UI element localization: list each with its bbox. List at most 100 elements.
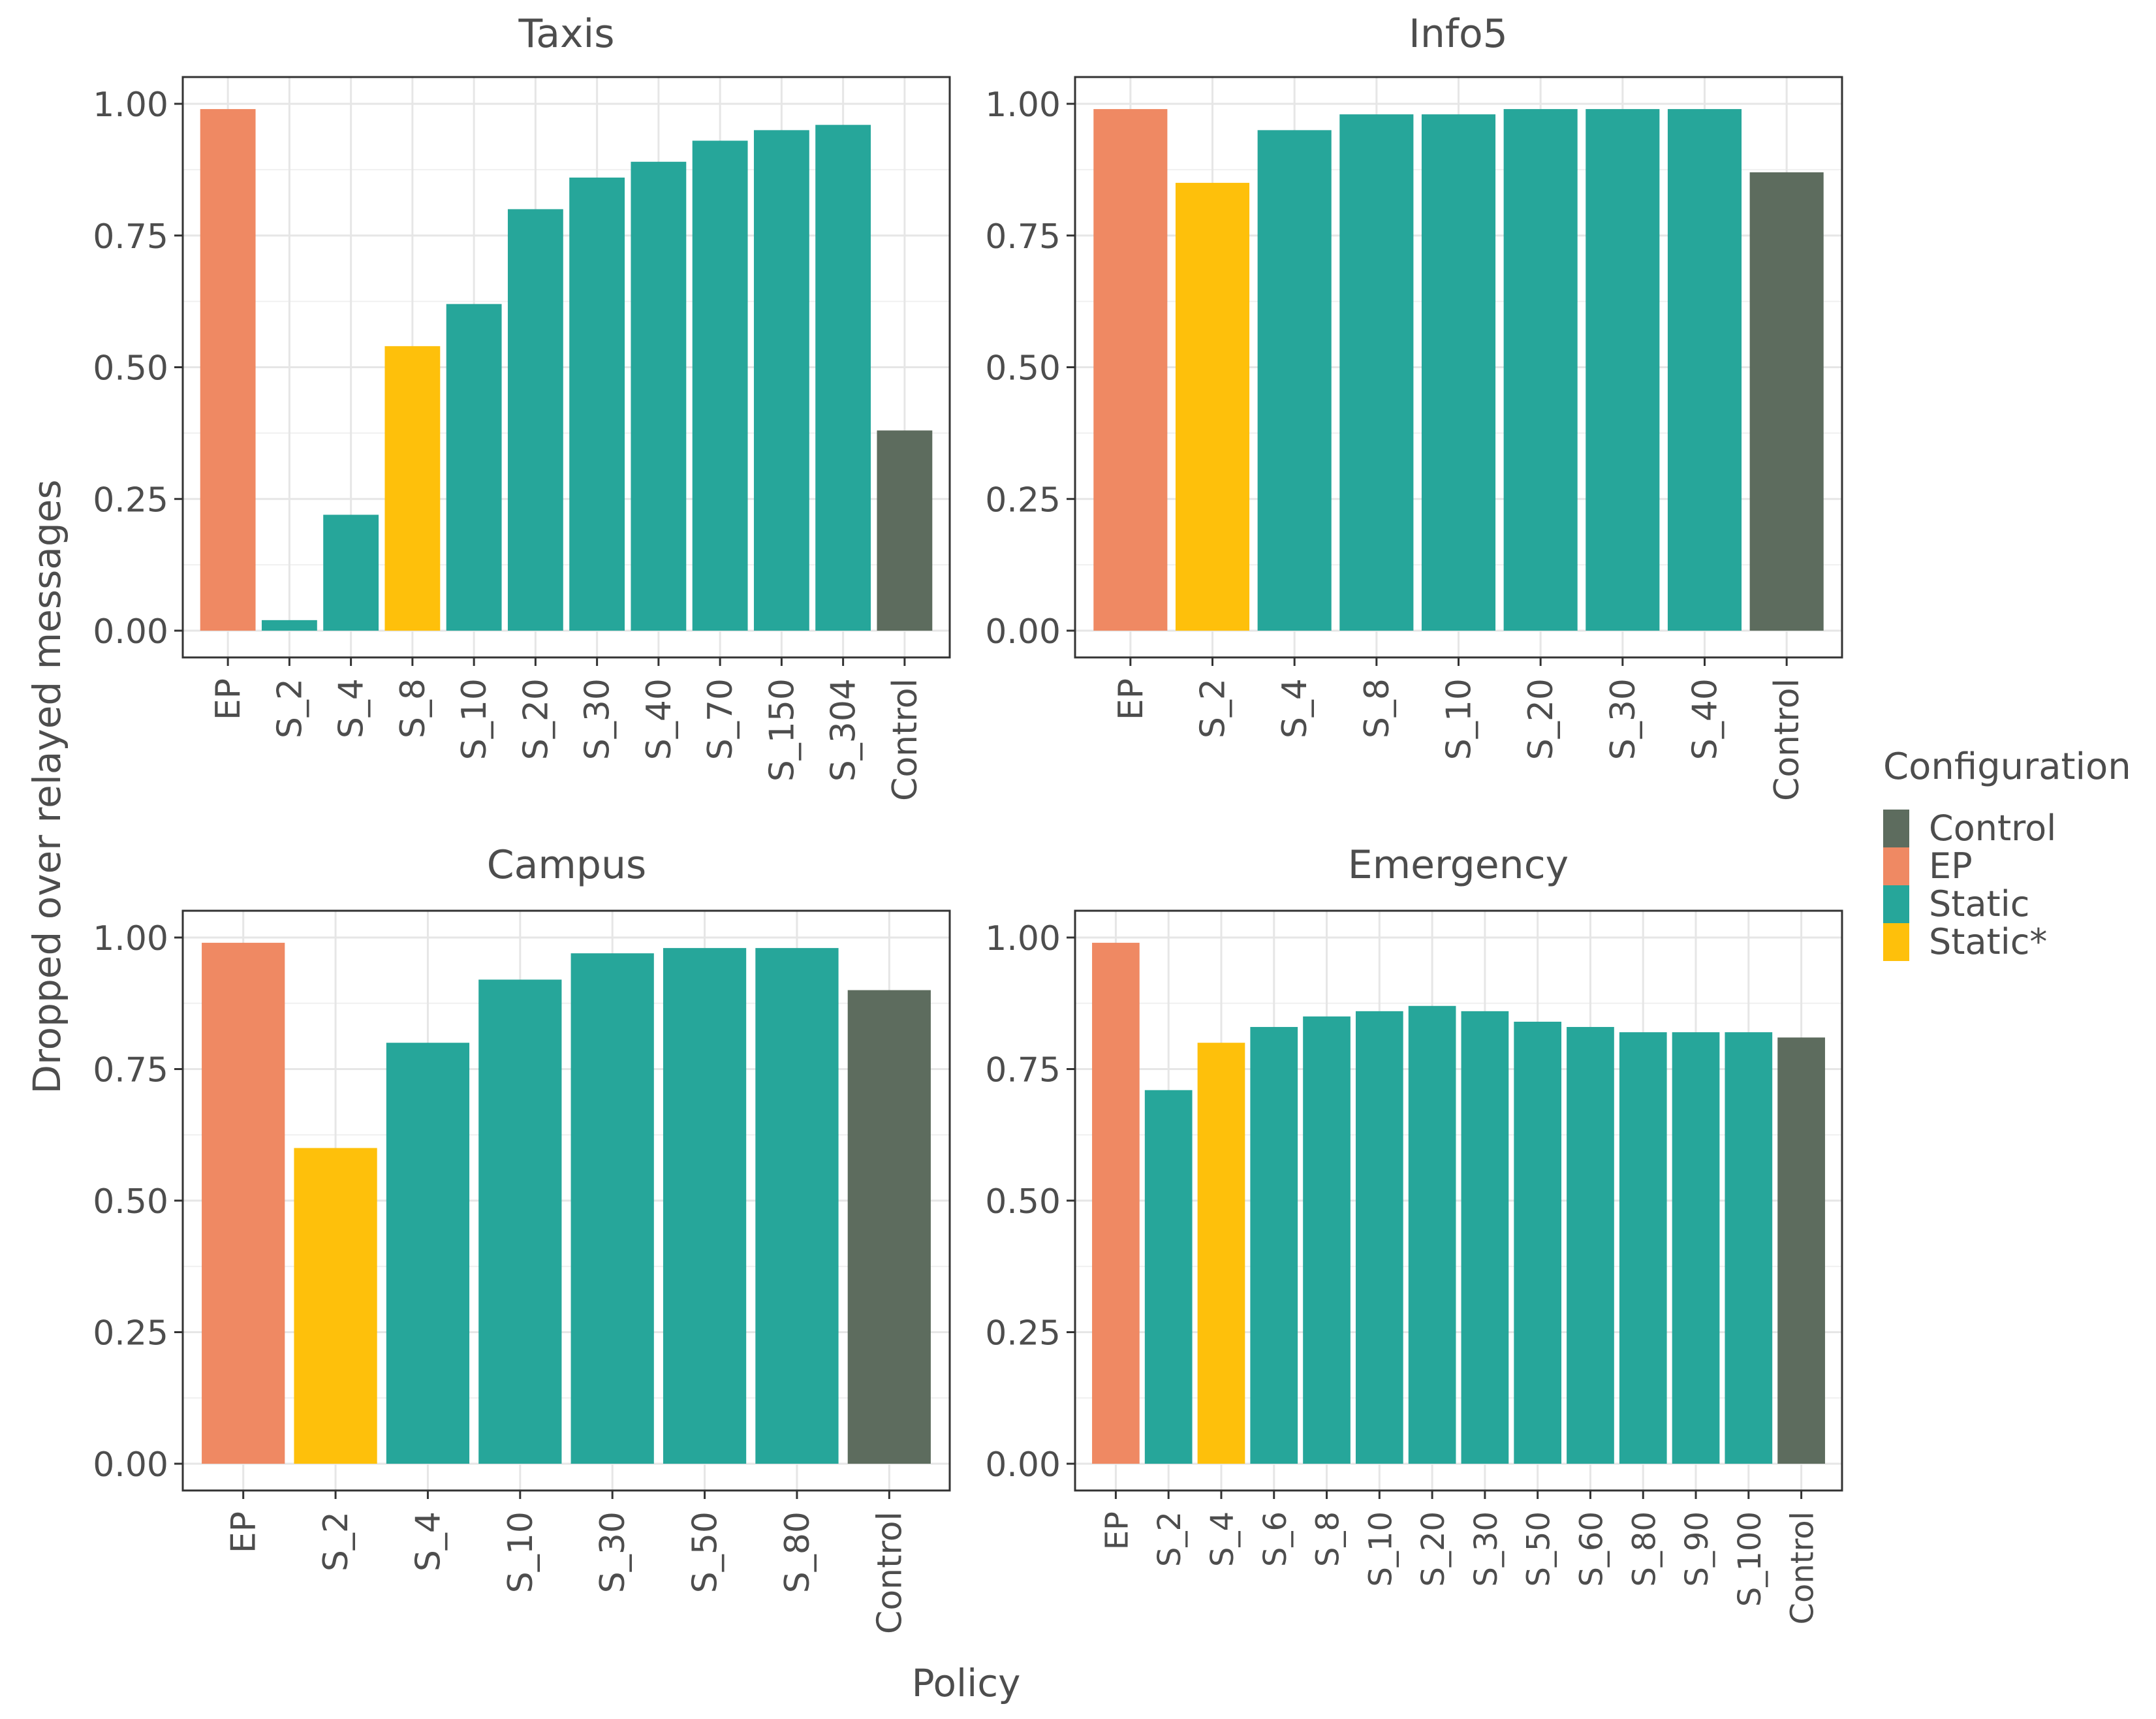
- x-tick-label: S_2: [317, 1511, 356, 1571]
- bar-info5-s-4: [1257, 130, 1332, 631]
- y-tick-label: 0.25: [93, 1314, 168, 1353]
- x-tick-label: S_10: [1362, 1511, 1399, 1587]
- x-tick-label: S_30: [1604, 678, 1643, 760]
- x-tick-label: S_50: [1521, 1511, 1557, 1587]
- x-tick-label: EP: [225, 1511, 264, 1553]
- y-tick-label: 0.50: [985, 349, 1061, 388]
- bar-campus-s-4: [386, 1043, 470, 1464]
- bar-taxis-ep: [200, 109, 256, 631]
- bar-campus-s-30: [570, 953, 654, 1464]
- bar-taxis-s-70: [692, 140, 748, 631]
- legend-label-ep: EP: [1929, 845, 1973, 887]
- panel-title: Info5: [1409, 11, 1508, 57]
- bar-campus-s-10: [478, 979, 562, 1464]
- bar-taxis-s-20: [507, 209, 563, 631]
- y-tick-label: 1.00: [985, 86, 1061, 125]
- legend-title: Configuration: [1883, 746, 2131, 788]
- panel-info5: 0.00 0.25 0.50 0.75 1.00 EP S_2 S_4 S_8 S_10 S_20 S…: [985, 11, 1843, 801]
- x-tick-label: EP: [1112, 678, 1151, 720]
- y-tick-label: 0.25: [985, 1314, 1061, 1353]
- bar-emergency-s-80: [1619, 1032, 1667, 1464]
- x-tick-label: Control: [1768, 678, 1807, 801]
- bar-campus-s-50: [663, 948, 747, 1464]
- x-tick-label: Control: [870, 1511, 909, 1634]
- x-tick-label: S_8: [394, 678, 433, 738]
- x-tick-label: S_304: [824, 678, 864, 781]
- facet-panels: 0.00 0.25 0.50 0.75 1.00 EP S_2 S_4 S_8 S_10 S_20 S…: [93, 11, 1843, 1634]
- y-tick-label: 0.00: [93, 1445, 168, 1485]
- bar-emergency-control: [1777, 1037, 1825, 1464]
- bar-taxis-control: [877, 430, 933, 631]
- bar-emergency-s-100: [1725, 1032, 1773, 1464]
- panel-title: Emergency: [1348, 842, 1569, 888]
- bar-info5-s-2: [1175, 183, 1250, 631]
- legend-key-static: [1883, 885, 1909, 923]
- x-axis-label: Policy: [912, 1661, 1021, 1705]
- x-tick-label: S_4: [332, 678, 371, 738]
- bar-emergency-s-60: [1567, 1027, 1614, 1464]
- x-tick-label: S_4: [1275, 678, 1315, 738]
- x-tick-label: EP: [209, 678, 248, 720]
- panel-emergency: 0.00 0.25 0.50 0.75 1.00 EP S_2 S_4 S_6 S_8 S_10 S_…: [985, 842, 1843, 1625]
- y-tick-label: 0.00: [985, 1445, 1061, 1485]
- y-tick-label: 0.25: [93, 481, 168, 520]
- x-tick-label: S_30: [578, 678, 617, 760]
- legend-label-control: Control: [1929, 808, 2056, 849]
- bar-taxis-s-10: [446, 304, 502, 631]
- bar-info5-control: [1749, 172, 1824, 631]
- legend-key-static-star: [1883, 923, 1909, 961]
- bar-emergency-s-6: [1250, 1027, 1298, 1464]
- bar-emergency-s-2: [1144, 1090, 1193, 1464]
- panel-title: Campus: [487, 842, 646, 888]
- x-tick-label: S_30: [1468, 1511, 1505, 1587]
- legend-key-control: [1883, 810, 1909, 847]
- x-tick-label: S_150: [762, 678, 802, 781]
- x-tick-label: S_8: [1358, 678, 1397, 738]
- bar-campus-ep: [202, 943, 285, 1464]
- legend: Configuration Control EP Static Static*: [1883, 746, 2131, 962]
- y-tick-label: 0.00: [93, 612, 168, 652]
- y-tick-label: 0.00: [985, 612, 1061, 652]
- x-tick-label: Control: [1785, 1511, 1821, 1625]
- bar-taxis-s-304: [815, 125, 871, 631]
- bar-taxis-s-4: [323, 514, 379, 631]
- bar-emergency-ep: [1092, 943, 1140, 1464]
- bar-emergency-s-90: [1672, 1032, 1720, 1464]
- bar-taxis-s-30: [569, 177, 625, 631]
- x-tick-label: S_70: [701, 678, 740, 760]
- legend-key-ep: [1883, 847, 1909, 885]
- bar-info5-s-8: [1339, 114, 1414, 631]
- bar-emergency-s-30: [1461, 1011, 1509, 1464]
- x-tick-label: S_4: [1204, 1511, 1241, 1567]
- bar-info5-ep: [1093, 109, 1168, 631]
- x-tick-label: S_30: [593, 1511, 633, 1593]
- x-tick-label: S_2: [1151, 1511, 1188, 1567]
- x-tick-label: S_40: [1686, 678, 1725, 760]
- x-tick-label: S_20: [1415, 1511, 1452, 1587]
- panel-taxis: 0.00 0.25 0.50 0.75 1.00 EP S_2 S_4 S_8 S_10 S_20 S…: [93, 11, 951, 801]
- x-tick-label: S_2: [270, 678, 309, 738]
- panel-title: Taxis: [518, 11, 615, 57]
- panel-campus: 0.00 0.25 0.50 0.75 1.00 EP S_2 S_4 S_10 S_30 S_50…: [93, 842, 951, 1634]
- y-tick-label: 0.75: [93, 217, 168, 257]
- y-tick-label: 0.50: [93, 1182, 168, 1222]
- bar-emergency-s-10: [1355, 1011, 1403, 1464]
- x-tick-label: S_100: [1732, 1511, 1768, 1607]
- legend-label-static: Static: [1929, 883, 2029, 924]
- y-tick-label: 1.00: [93, 86, 168, 125]
- y-tick-label: 0.25: [985, 481, 1061, 520]
- y-tick-label: 0.75: [985, 1051, 1061, 1090]
- bar-info5-s-30: [1586, 109, 1660, 631]
- bar-emergency-s-50: [1514, 1021, 1562, 1464]
- x-tick-label: S_80: [1626, 1511, 1663, 1587]
- x-tick-label: S_10: [1440, 678, 1479, 760]
- y-axis-label: Dropped over relayed messages: [25, 479, 69, 1094]
- bar-taxis-s-2: [261, 620, 317, 631]
- bar-emergency-s-4: [1197, 1043, 1245, 1464]
- x-tick-label: Control: [886, 678, 925, 801]
- x-tick-label: S_10: [455, 678, 494, 760]
- y-tick-label: 0.50: [93, 349, 168, 388]
- x-tick-label: S_40: [640, 678, 679, 760]
- x-tick-label: S_20: [1522, 678, 1561, 760]
